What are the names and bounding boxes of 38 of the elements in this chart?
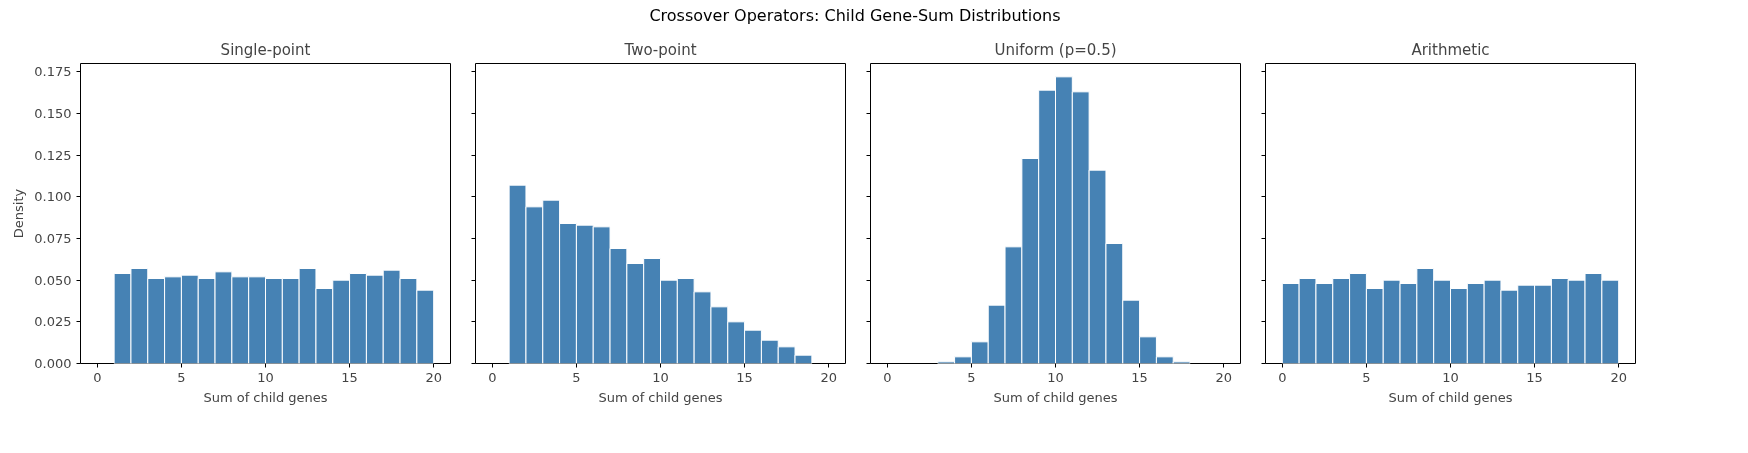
- x-axis-title: Sum of child genes: [598, 389, 723, 405]
- x-tick-label: 20: [820, 369, 837, 385]
- x-tick-label: 0: [883, 369, 892, 385]
- x-axis-title: Sum of child genes: [993, 389, 1118, 405]
- y-tick-label: 0.100: [34, 189, 72, 205]
- y-tick-label: 0.050: [34, 272, 72, 288]
- x-axis-title: Sum of child genes: [1388, 389, 1513, 405]
- x-tick-label: 15: [736, 369, 753, 385]
- chart-title: Arithmetic: [1411, 40, 1490, 59]
- chart-title: Two-point: [623, 40, 697, 59]
- x-tick-label: 10: [1442, 369, 1459, 385]
- x-tick-label: 10: [652, 369, 669, 385]
- x-tick-label: 0: [488, 369, 497, 385]
- x-tick-label: 5: [177, 369, 186, 385]
- text: Crossover Operators: Child Gene-Sum Distributions: [649, 5, 1061, 27]
- x-tick-label: 20: [1215, 369, 1232, 385]
- x-tick-label: 5: [572, 369, 581, 385]
- x-tick-label: 20: [425, 369, 442, 385]
- y-axis-title: Density: [11, 188, 27, 239]
- chart-title: Uniform (p=0.5): [994, 40, 1117, 59]
- y-tick-label: 0.000: [34, 355, 72, 371]
- y-tick-label: 0.025: [34, 314, 72, 330]
- y-tick-label: 0.150: [34, 105, 72, 121]
- x-tick-label: 10: [1047, 369, 1064, 385]
- y-tick-label: 0.075: [34, 230, 72, 246]
- x-tick-label: 15: [341, 369, 358, 385]
- x-tick-label: 10: [257, 369, 274, 385]
- y-tick-label: 0.175: [34, 64, 72, 80]
- x-tick-label: 0: [1278, 369, 1287, 385]
- x-tick-label: 20: [1610, 369, 1627, 385]
- x-tick-label: 0: [93, 369, 102, 385]
- chart-title: Single-point: [220, 40, 311, 59]
- x-axis-title: Sum of child genes: [203, 389, 328, 405]
- y-tick-label: 0.125: [34, 147, 72, 163]
- x-tick-label: 15: [1131, 369, 1148, 385]
- x-tick-label: 5: [967, 369, 976, 385]
- x-tick-label: 5: [1362, 369, 1371, 385]
- x-tick-label: 15: [1526, 369, 1543, 385]
